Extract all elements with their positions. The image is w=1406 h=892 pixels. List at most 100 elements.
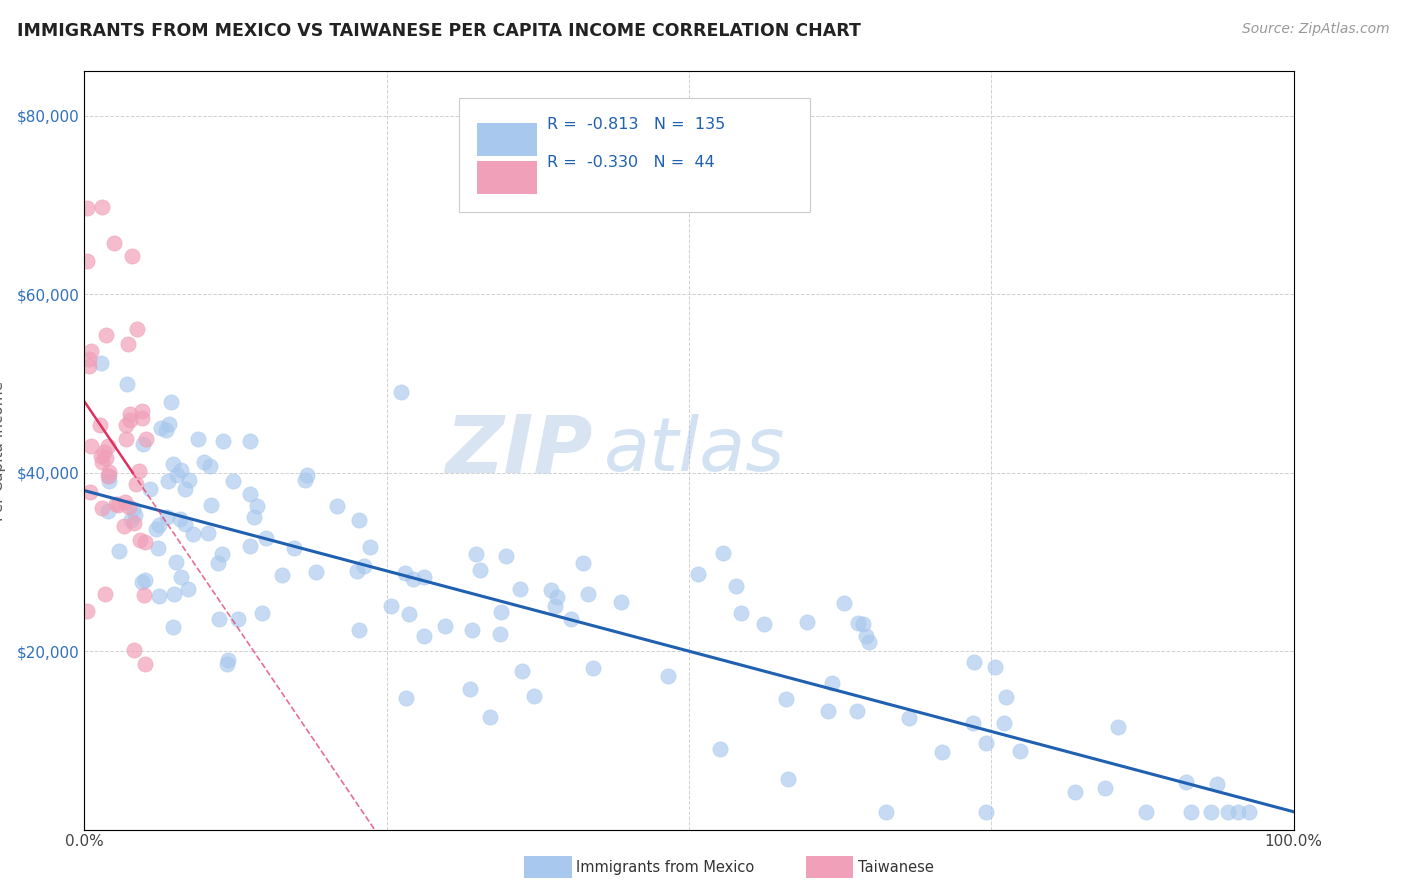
Point [122,516,145,530]
Point [724,578,747,592]
Point [118,413,141,427]
Point [875,805,897,819]
Point [134,588,156,602]
Point [176,582,198,596]
Point [218,653,240,667]
Point [846,704,869,718]
Point [97,504,120,518]
Point [187,432,209,446]
Point [80,439,103,453]
Point [389,384,412,399]
Point [709,742,731,756]
Point [90,449,112,463]
Point [347,623,370,637]
Point [848,615,870,630]
Point [821,676,844,690]
Point [239,539,262,553]
Point [98,469,121,483]
Point [778,772,800,787]
Point [359,540,381,554]
Point [995,690,1018,705]
Point [489,605,512,619]
Point [90,200,112,214]
Point [478,710,501,724]
Point [576,587,599,601]
Point [107,498,129,512]
Point [897,711,920,725]
Point [215,657,238,672]
Point [149,421,172,435]
Point [246,500,269,514]
Point [239,486,262,500]
Point [610,595,633,609]
Point [1237,805,1260,819]
Point [134,534,156,549]
Point [855,629,877,643]
Point [817,704,839,718]
Point [200,498,222,512]
Point [148,541,170,555]
Point [346,565,368,579]
Point [754,617,776,632]
Point [170,463,193,477]
Point [509,582,531,596]
Point [131,411,153,425]
Point [974,735,997,749]
Point [796,615,818,630]
Point [97,439,120,453]
Point [179,474,201,488]
Point [97,468,120,483]
Point [212,434,235,449]
Point [984,660,1007,674]
Point [128,533,150,547]
Point [730,606,752,620]
Point [112,518,135,533]
Point [98,465,121,479]
Point [134,657,156,671]
Point [1064,785,1087,799]
Point [852,617,875,632]
Point [1094,781,1116,796]
Point [305,566,328,580]
Point [394,566,416,581]
Point [76,201,98,215]
Point [250,606,273,620]
Point [104,497,127,511]
Point [465,547,488,561]
Point [183,527,205,541]
Point [148,590,170,604]
Point [458,681,481,696]
Point [131,575,153,590]
Point [523,689,546,703]
FancyBboxPatch shape [478,161,537,194]
Point [221,475,243,489]
Text: ZIP: ZIP [444,411,592,490]
Text: atlas: atlas [605,415,786,486]
Point [1135,805,1157,819]
Point [1199,805,1222,819]
Point [711,546,734,560]
Point [166,468,188,483]
Point [125,476,148,491]
FancyBboxPatch shape [478,123,537,156]
Point [157,417,180,431]
Point [1180,805,1202,819]
Point [163,587,186,601]
Point [283,541,305,555]
Point [97,474,120,488]
Point [79,485,101,500]
Point [155,423,177,437]
Point [134,573,156,587]
Point [347,513,370,527]
Point [254,531,277,545]
Point [94,586,117,600]
Point [148,517,170,532]
Point [120,407,142,421]
Point [294,473,316,487]
Text: R =  -0.330   N =  44: R = -0.330 N = 44 [547,155,716,169]
Point [77,352,100,367]
Point [657,668,679,682]
Point [243,510,266,524]
Point [121,249,143,263]
Text: Source: ZipAtlas.com: Source: ZipAtlas.com [1241,22,1389,37]
